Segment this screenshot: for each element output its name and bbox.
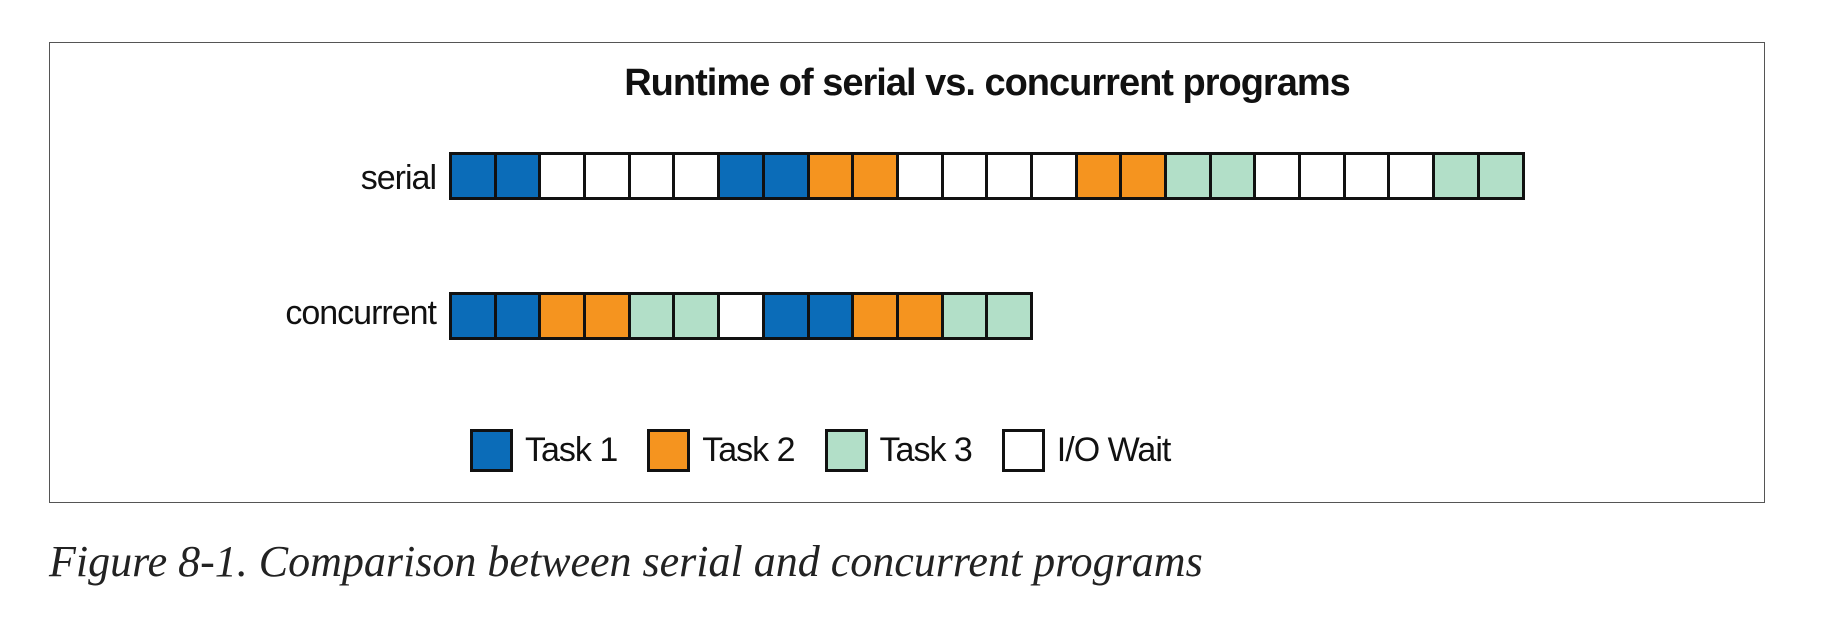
legend-label-task1: Task 1: [525, 431, 618, 469]
serial-cell-13-io: [988, 155, 1030, 197]
serial-cell-20-io: [1301, 155, 1343, 197]
concurrent-cell-2-task1: [496, 295, 539, 337]
legend-swatch-task2: [647, 429, 691, 472]
legend-item-io-wait: I/O Wait: [1001, 429, 1172, 472]
row-label-serial: serial: [360, 159, 437, 197]
serial-cell-19-io: [1256, 155, 1299, 197]
concurrent-cell-3-task2: [541, 295, 584, 337]
figure-caption: Figure 8-1. Comparison between serial an…: [49, 537, 1203, 586]
serial-cell-1-task1: [452, 155, 494, 197]
legend-label-task2: Task 2: [702, 431, 795, 469]
concurrent-cell-8-task1: [764, 295, 807, 337]
legend-label-io-wait: I/O Wait: [1056, 431, 1172, 469]
serial-cell-17-task3: [1167, 155, 1209, 197]
concurrent-timeline-bar: [449, 292, 1033, 340]
serial-cell-4-io: [586, 155, 628, 197]
serial-cell-24-task3: [1479, 155, 1522, 197]
serial-cell-2-task1: [496, 155, 539, 197]
legend-swatch-task1: [470, 429, 513, 472]
concurrent-cell-5-task3: [630, 295, 673, 337]
serial-cell-6-io: [675, 155, 718, 197]
serial-cell-14-io: [1032, 155, 1075, 197]
serial-cell-10-task2: [854, 155, 896, 197]
concurrent-cell-4-task2: [586, 295, 628, 337]
legend-label-task3: Task 3: [879, 431, 973, 469]
serial-cell-22-io: [1390, 155, 1433, 197]
serial-cell-18-task3: [1211, 155, 1254, 197]
serial-cell-3-io: [541, 155, 584, 197]
serial-cell-15-task2: [1077, 155, 1120, 197]
concurrent-cell-1-task1: [452, 295, 494, 337]
figure-frame: [49, 42, 1765, 503]
legend-item-task3: Task 3: [824, 429, 973, 472]
concurrent-cell-13-task3: [988, 295, 1030, 337]
concurrent-cell-10-task2: [854, 295, 896, 337]
serial-cell-21-io: [1345, 155, 1388, 197]
concurrent-cell-12-task3: [943, 295, 986, 337]
concurrent-cell-7-io: [720, 295, 762, 337]
serial-cell-5-io: [630, 155, 673, 197]
serial-cell-7-task1: [720, 155, 762, 197]
row-label-concurrent: concurrent: [285, 294, 437, 332]
serial-cell-12-io: [943, 155, 986, 197]
legend-swatch-io-wait: [1001, 429, 1045, 472]
serial-cell-8-task1: [764, 155, 807, 197]
serial-timeline-bar: [449, 152, 1525, 200]
concurrent-cell-6-task3: [675, 295, 718, 337]
serial-cell-16-task2: [1122, 155, 1164, 197]
serial-cell-11-io: [898, 155, 941, 197]
concurrent-cell-9-task1: [809, 295, 852, 337]
legend: Task 1 Task 2 Task 3 I/O Wait: [470, 429, 1200, 472]
legend-item-task1: Task 1: [470, 429, 618, 472]
concurrent-cell-11-task2: [898, 295, 941, 337]
serial-cell-23-task3: [1435, 155, 1477, 197]
legend-item-task2: Task 2: [647, 429, 796, 472]
serial-cell-9-task2: [809, 155, 852, 197]
figure-title: Runtime of serial vs. concurrent program…: [624, 62, 1351, 104]
legend-swatch-task3: [824, 429, 868, 472]
